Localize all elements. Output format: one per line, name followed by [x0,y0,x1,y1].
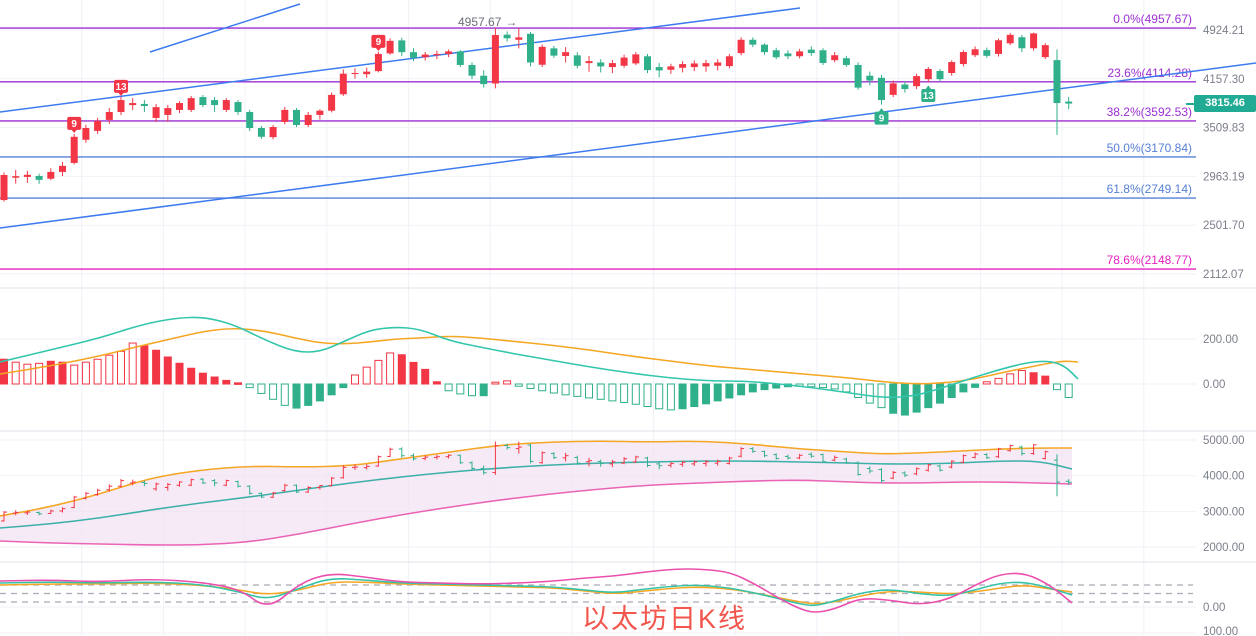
swing-high-value: 4957.67 [458,15,502,29]
svg-text:2112.07: 2112.07 [1203,269,1244,281]
svg-text:3509.83: 3509.83 [1203,123,1245,135]
svg-text:61.8%(2749.14): 61.8%(2749.14) [1107,182,1192,196]
svg-text:2000.00: 2000.00 [1203,542,1245,554]
svg-text:5000.00: 5000.00 [1203,435,1245,447]
svg-text:100.00: 100.00 [1203,626,1238,636]
svg-text:4924.21: 4924.21 [1203,25,1245,37]
bands-layer [0,440,1073,546]
candles-layer [0,28,1073,202]
svg-text:4157.30: 4157.30 [1203,74,1245,86]
svg-text:0.0%(4957.67): 0.0%(4957.67) [1113,12,1192,26]
chart-title-watermark: 以太坊日K线 [582,604,748,634]
current-price-tick [1186,102,1194,105]
svg-text:23.6%(4114.28): 23.6%(4114.28) [1107,66,1192,80]
oscillator-axis-labels: 0.00 100.00 [1203,602,1238,636]
swing-high-price-label: 4957.67 → [458,15,517,29]
svg-text:78.6%(2148.77): 78.6%(2148.77) [1107,253,1192,267]
svg-text:3000.00: 3000.00 [1203,506,1245,518]
svg-text:4000.00: 4000.00 [1203,471,1245,483]
macd-axis-labels: 200.00 0.00 [1203,334,1238,391]
panel-separators [0,287,1256,563]
svg-text:13: 13 [115,82,127,93]
svg-text:50.0%(3170.84): 50.0%(3170.84) [1107,141,1192,155]
svg-text:9: 9 [71,119,77,130]
oscillator-layer [0,568,1193,613]
svg-text:2963.19: 2963.19 [1203,171,1245,183]
svg-text:0.00: 0.00 [1203,602,1225,614]
svg-text:38.2%(3592.53): 38.2%(3592.53) [1107,105,1192,119]
macd-layer [0,316,1079,416]
trendlines [0,3,1256,229]
svg-text:9: 9 [879,114,885,125]
svg-text:200.00: 200.00 [1203,334,1238,346]
price-axis-labels: 4924.21 4157.30 3509.83 2963.19 2501.70 2112.… [1203,25,1245,281]
svg-text:2501.70: 2501.70 [1203,220,1245,232]
svg-text:0.00: 0.00 [1203,379,1225,391]
current-price-badge: 3815.46 [1194,95,1256,113]
right-arrow-icon: → [505,15,518,29]
td-markers: 9 13 9 9 13 [67,34,936,133]
svg-text:13: 13 [923,91,935,102]
fibonacci-levels: 0.0%(4957.67) 23.6%(4114.28) 38.2%(3592.53… [0,12,1196,270]
bands-axis-labels: 5000.00 4000.00 3000.00 2000.00 [1203,435,1245,554]
svg-text:9: 9 [376,37,382,48]
